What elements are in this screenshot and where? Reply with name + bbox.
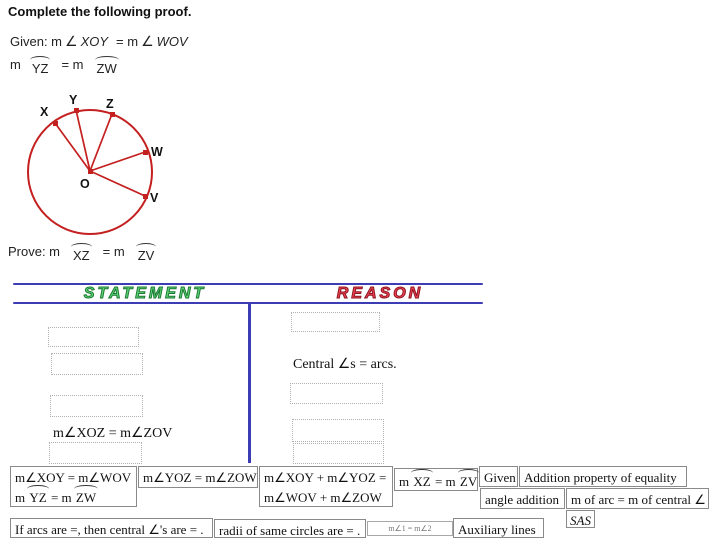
point-O-center xyxy=(88,169,93,174)
radius-OW xyxy=(89,151,146,172)
circle-diagram: X Y Z W V O xyxy=(27,93,163,235)
statement-given-text: m∠XOZ = m∠ZOV xyxy=(53,426,173,441)
radius-OV xyxy=(89,170,146,197)
tile-m1-m2[interactable]: m∠1 = m∠2 xyxy=(367,521,453,536)
arc-XZ: XZ xyxy=(411,469,434,489)
prove-statement: Prove: m XZ = m ZV xyxy=(8,243,156,263)
point-V xyxy=(143,194,148,199)
statement-dropbox-4[interactable] xyxy=(49,442,142,464)
point-Z xyxy=(110,112,115,117)
tile-addition-property[interactable]: Addition property of equality xyxy=(519,466,687,487)
arc-YZ: YZ xyxy=(27,485,50,505)
reason-dropbox-1[interactable] xyxy=(291,312,380,332)
tile-xoy-wov-and-arcs[interactable]: m∠XOY = m∠WOV m YZ = m ZW xyxy=(10,466,137,507)
label-Y: Y xyxy=(69,93,78,107)
given-statement: Given: m ∠ XOY = m ∠ WOV xyxy=(10,33,188,50)
given-arc-equation: m YZ = m ZW xyxy=(10,56,119,76)
tile-arc-central-angle[interactable]: m of arc = m of central ∠ xyxy=(566,488,709,509)
given-angle-2: WOV xyxy=(156,34,188,49)
tile-arc-pre: m xyxy=(399,474,413,489)
tile-angle-addition[interactable]: angle addition xyxy=(480,488,565,509)
radius-OY xyxy=(75,109,91,172)
given-prefix: Given: m xyxy=(10,34,63,49)
statement-dropbox-2[interactable] xyxy=(51,353,143,375)
tile-sas[interactable]: SAS xyxy=(566,510,595,528)
angle-icon: ∠ xyxy=(141,33,154,49)
tile-yoz-zow[interactable]: m∠YOZ = m∠ZOW xyxy=(138,466,258,488)
radius-OX xyxy=(54,122,91,172)
prove-equals: = m xyxy=(102,244,125,259)
reason-dropbox-2[interactable] xyxy=(290,383,383,404)
tile-line: m YZ = m ZW xyxy=(15,485,132,506)
table-header-rule xyxy=(13,302,483,304)
label-X: X xyxy=(40,105,49,119)
reason-given-text: Central ∠s = arcs. xyxy=(293,357,397,372)
label-O: O xyxy=(80,177,90,191)
tile-line: m∠XOY = m∠WOV xyxy=(15,470,132,485)
table-column-divider xyxy=(248,304,251,463)
tile-arc-xz-zv[interactable]: m XZ = m ZV xyxy=(394,468,480,491)
label-V: V xyxy=(150,191,159,205)
reason-dropbox-3[interactable] xyxy=(292,419,384,442)
given2-equals: = m xyxy=(61,57,84,72)
point-Y xyxy=(74,108,79,113)
arc-YZ: YZ xyxy=(29,56,51,76)
tile-angle-sums[interactable]: m∠XOY + m∠YOZ = m∠WOV + m∠ZOW xyxy=(259,466,393,507)
given-angle-1: XOY xyxy=(80,34,109,49)
tile-arcs-equal-central-angles[interactable]: If arcs are =, then central ∠'s are = . xyxy=(10,518,213,538)
statement-dropbox-1[interactable] xyxy=(48,327,139,347)
radius-OZ xyxy=(89,113,113,172)
arc-XZ: XZ xyxy=(71,243,92,263)
point-W xyxy=(143,150,148,155)
label-W: W xyxy=(151,145,163,159)
tile-line: m∠WOV + m∠ZOW xyxy=(264,490,382,505)
table-top-rule xyxy=(13,283,483,285)
arc-ZW: ZW xyxy=(73,485,99,505)
angle-icon: ∠ xyxy=(65,33,78,49)
point-X xyxy=(53,121,58,126)
given2-m: m xyxy=(10,57,21,72)
reason-dropbox-4[interactable] xyxy=(293,443,384,464)
arc-ZV: ZV xyxy=(457,469,480,489)
given-equals: = m xyxy=(116,34,139,49)
tile-given[interactable]: Given xyxy=(479,466,518,487)
reason-header: REASON xyxy=(336,285,424,303)
tile-arc-eq: = m xyxy=(47,490,75,505)
arc-ZW: ZW xyxy=(94,56,119,76)
page-title: Complete the following proof. xyxy=(8,4,192,19)
label-Z: Z xyxy=(106,97,114,111)
statement-header: STATEMENT xyxy=(83,285,207,303)
tile-arc-pre: m xyxy=(15,490,29,505)
tile-auxiliary-lines[interactable]: Auxiliary lines xyxy=(453,518,544,538)
arc-ZV: ZV xyxy=(135,243,156,263)
tile-line: m∠XOY + m∠YOZ = xyxy=(264,470,387,485)
tile-arc-eq: = m xyxy=(431,474,459,489)
tile-radii-equal[interactable]: radii of same circles are = . xyxy=(214,519,366,538)
prove-prefix: Prove: m xyxy=(8,244,61,259)
statement-dropbox-3[interactable] xyxy=(50,395,143,417)
circle-O xyxy=(27,109,153,235)
